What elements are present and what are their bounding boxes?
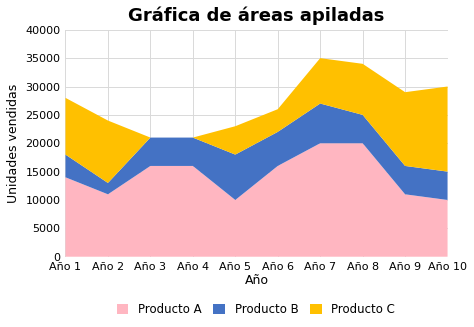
Title: Gráfica de áreas apiladas: Gráfica de áreas apiladas: [128, 7, 385, 26]
Legend: Producto A, Producto B, Producto C: Producto A, Producto B, Producto C: [112, 299, 400, 321]
X-axis label: Año: Año: [245, 274, 268, 287]
Y-axis label: Unidades vendidas: Unidades vendidas: [7, 84, 20, 203]
